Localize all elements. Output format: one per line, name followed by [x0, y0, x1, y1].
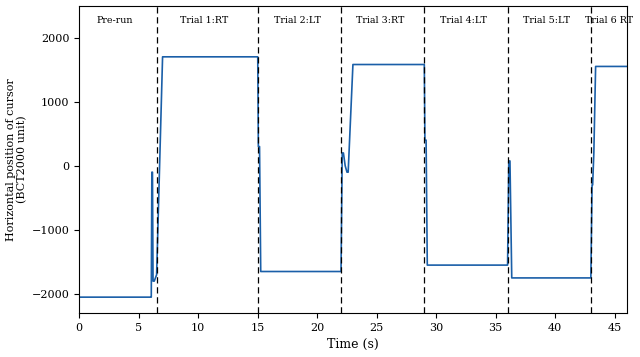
X-axis label: Time (s): Time (s) — [327, 338, 379, 351]
Text: Trial 4:LT: Trial 4:LT — [440, 16, 487, 25]
Text: Trial 6 RT: Trial 6 RT — [585, 16, 633, 25]
Text: Pre-run: Pre-run — [97, 16, 133, 25]
Text: Trial 3:RT: Trial 3:RT — [356, 16, 404, 25]
Text: Trial 2:LT: Trial 2:LT — [273, 16, 321, 25]
Y-axis label: Horizontal position of cursor
(BCT2000 unit): Horizontal position of cursor (BCT2000 u… — [6, 78, 28, 241]
Text: Trial 5:LT: Trial 5:LT — [524, 16, 570, 25]
Text: Trial 1:RT: Trial 1:RT — [180, 16, 228, 25]
